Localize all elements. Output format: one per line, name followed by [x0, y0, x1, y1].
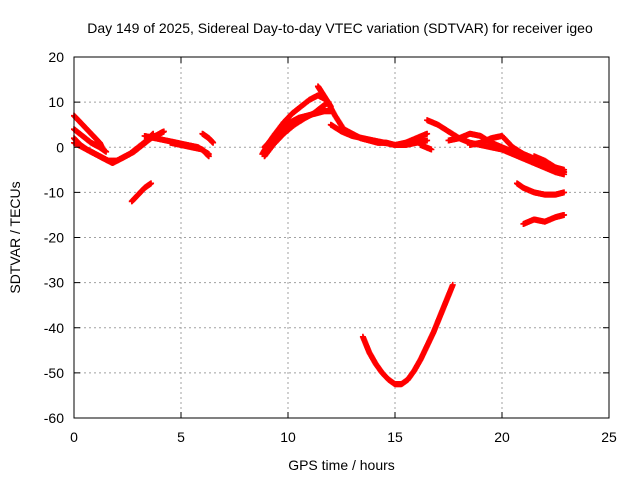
- axis-ticks: 0 5 10 15 20 25 -60 -50 -40 -30 -20 -10 0 10 20: [44, 49, 617, 445]
- x-tick-label: 25: [601, 429, 617, 445]
- x-tick-label: 10: [280, 429, 296, 445]
- series-arc11: [261, 99, 332, 160]
- data-point: [148, 180, 155, 187]
- series-arc16: [417, 141, 435, 153]
- y-tick-label: -20: [44, 230, 64, 246]
- series-arc22: [359, 281, 456, 388]
- data-point: [103, 148, 110, 155]
- y-tick-label: -60: [44, 410, 64, 426]
- series-arc2: [71, 126, 110, 155]
- series-arc20: [513, 180, 568, 198]
- data-point: [424, 130, 431, 137]
- series-arc5: [128, 180, 155, 205]
- x-axis-label: GPS time / hours: [288, 457, 395, 473]
- series-arc21: [520, 211, 568, 227]
- y-tick-label: -30: [44, 275, 64, 291]
- y-axis-label: SDTVAR / TECUs: [7, 181, 23, 293]
- series-arc12: [314, 83, 334, 110]
- x-tick-label: 20: [494, 429, 510, 445]
- data-point: [160, 128, 167, 135]
- data-markers: [71, 83, 568, 388]
- y-tick-label: 0: [56, 139, 64, 155]
- x-tick-label: 5: [177, 429, 185, 445]
- data-point: [424, 137, 431, 144]
- y-tick-label: 20: [48, 49, 64, 65]
- data-point: [205, 153, 212, 160]
- y-tick-label: -10: [44, 184, 64, 200]
- data-point: [428, 146, 435, 153]
- data-point: [561, 169, 568, 176]
- series-arc19: [531, 153, 568, 176]
- y-tick-label: 10: [48, 94, 64, 110]
- data-point: [449, 281, 456, 288]
- y-tick-label: -50: [44, 365, 64, 381]
- data-point: [327, 103, 334, 110]
- series-arc7: [167, 139, 212, 160]
- x-tick-label: 15: [387, 429, 403, 445]
- series-arc14: [392, 130, 431, 148]
- data-point: [210, 139, 217, 146]
- data-point: [561, 211, 568, 218]
- y-tick-label: -40: [44, 320, 64, 336]
- series-arc13: [327, 121, 431, 148]
- data-point: [561, 189, 568, 196]
- chart-title: Day 149 of 2025, Sidereal Day-to-day VTE…: [87, 20, 593, 36]
- x-tick-label: 0: [70, 429, 78, 445]
- series-arc8: [199, 130, 217, 146]
